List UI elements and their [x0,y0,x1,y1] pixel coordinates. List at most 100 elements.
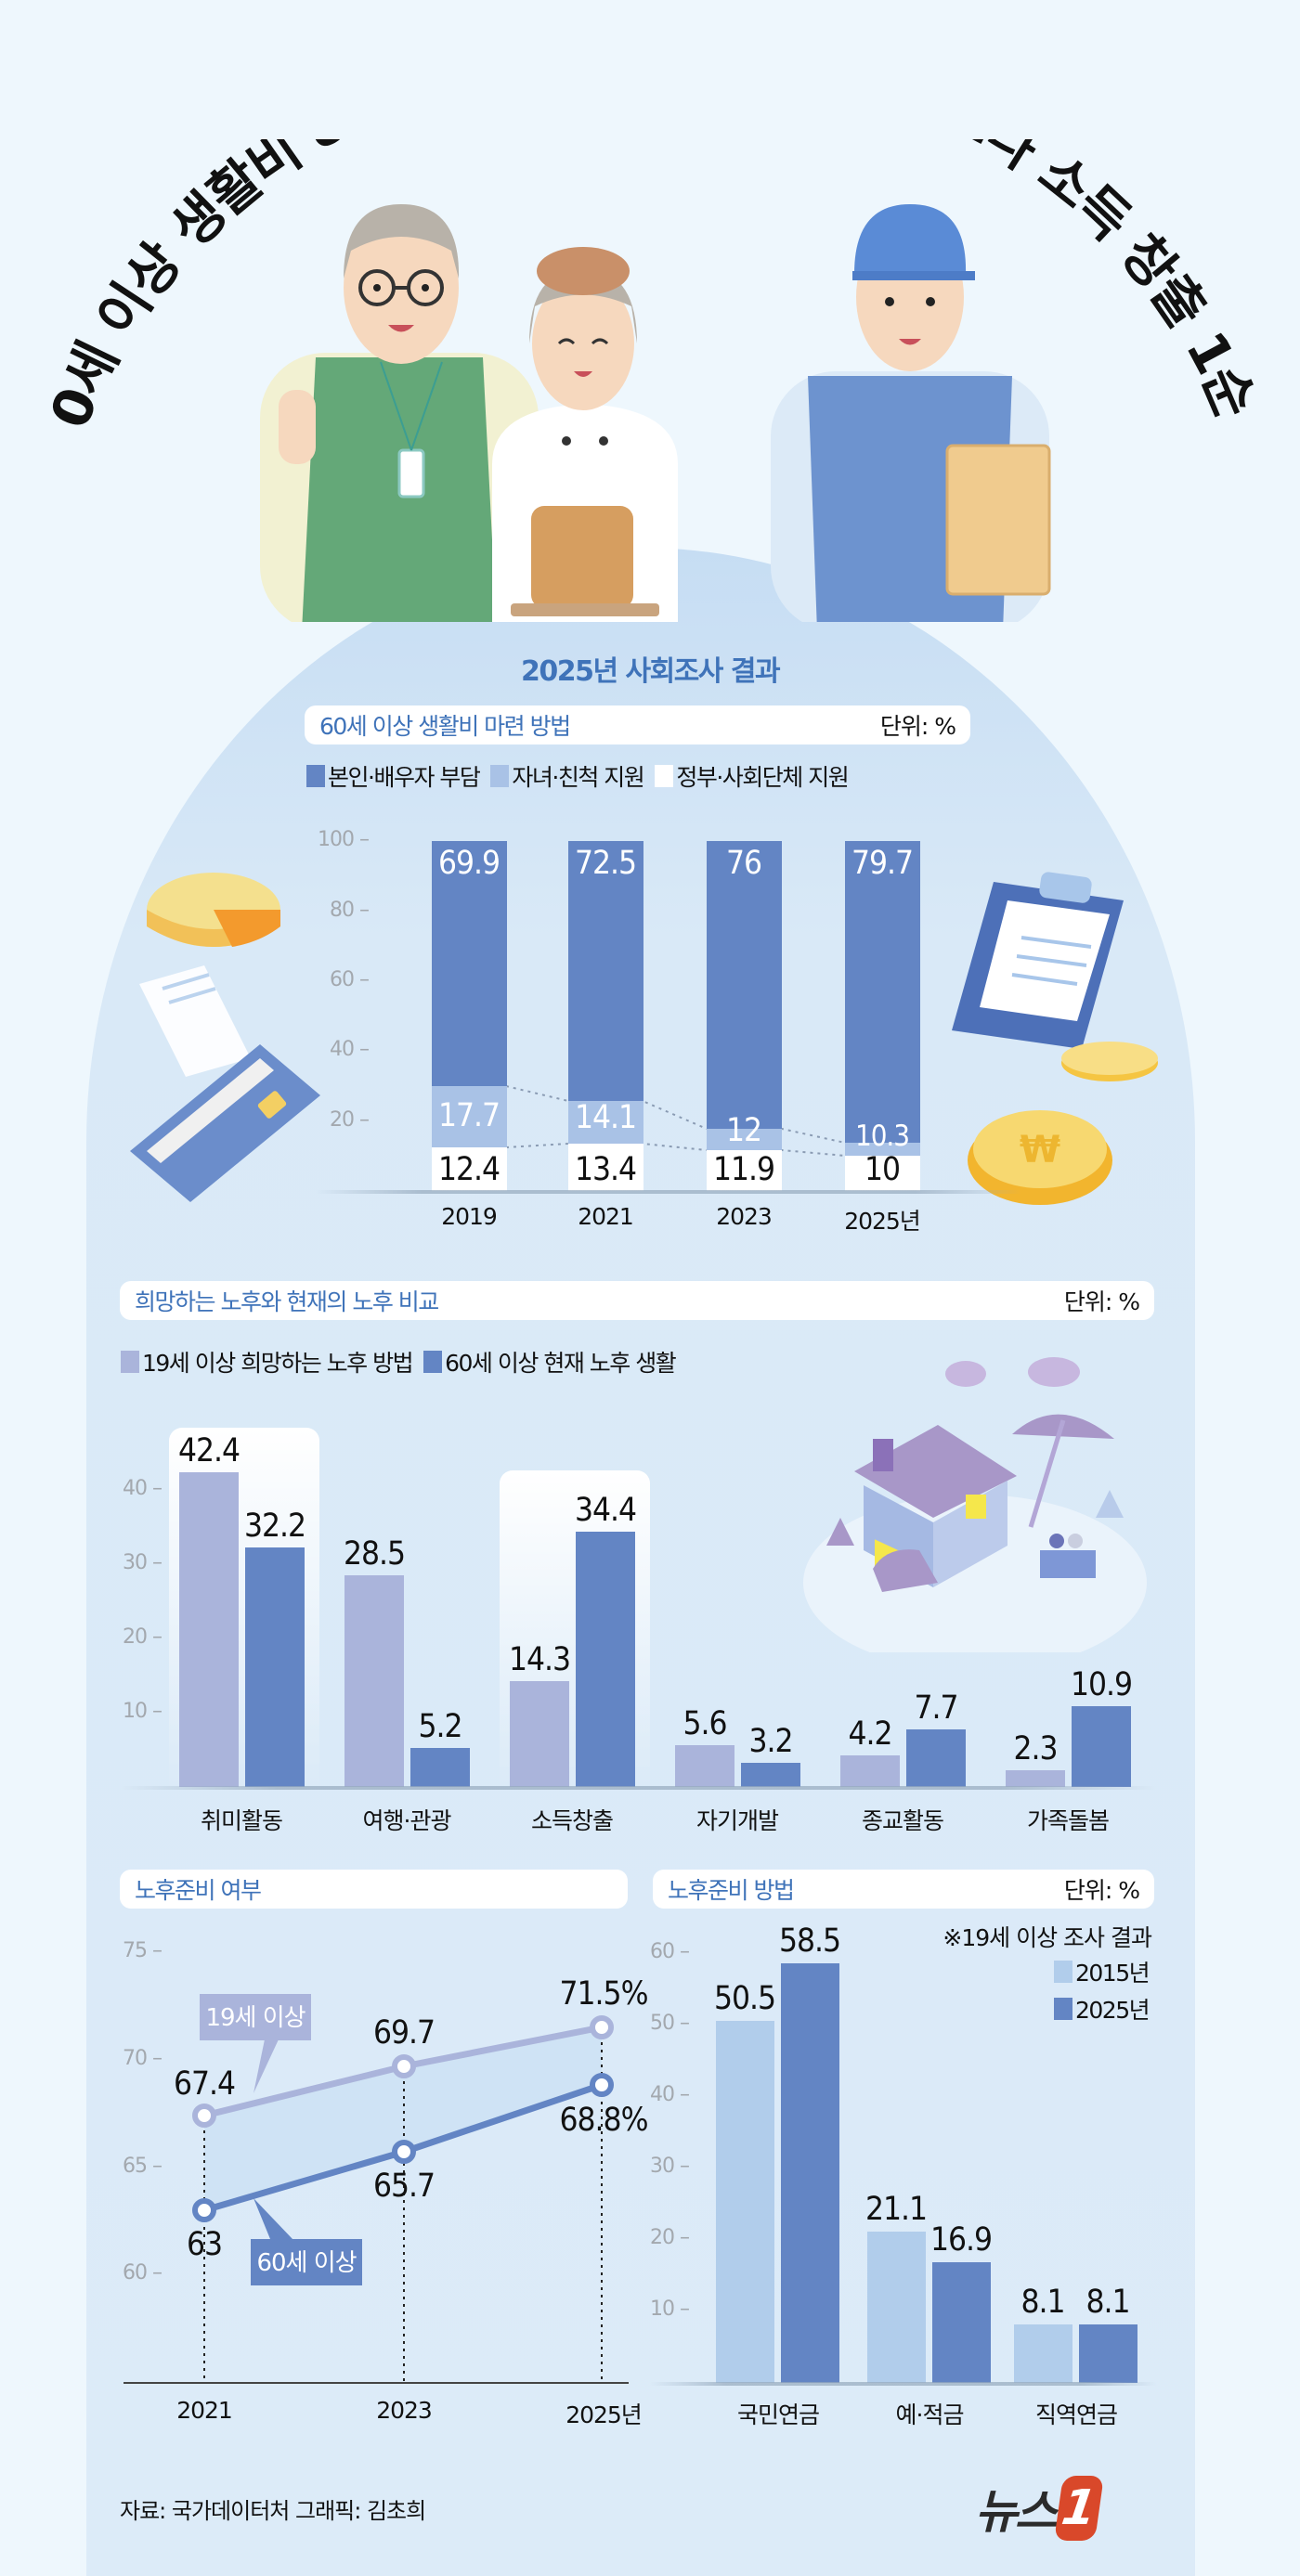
value-label: 34.4 [574,1492,637,1529]
bar-2021-self [568,841,644,1101]
y-tick: 60 [650,1940,689,1963]
bar-selfdev-hope [675,1745,734,1787]
y-tick: 100 [318,828,369,851]
legend-item: 19세 이상 희망하는 노후 방법 [121,1345,414,1379]
x-label: 취미활동 [200,1807,283,1834]
logo-text: 뉴스 [975,2485,1058,2539]
woman-baker-icon [492,247,678,622]
y-tick: 10 [650,2298,689,2321]
bar-hobby-current [245,1547,305,1787]
chart1-baseline [316,1190,1021,1194]
bar-selfdev-current [741,1763,800,1787]
y-tick: 40 [330,1038,369,1061]
callout-60-plus: 60세 이상 [251,2239,362,2285]
bar-family-current [1072,1706,1131,1787]
bar-2023-self [707,841,782,1129]
chart1-header: 60세 이상 생활비 마련 방법 단위: % [305,705,970,744]
chart4-unit: 단위: % [1063,1877,1140,1904]
value-label: 13.4 [574,1151,637,1188]
clipboard-coins-illustration: ₩ [952,872,1158,1205]
value-label: 21.1 [864,2191,928,2228]
x-label: 2025년 [844,1208,921,1235]
chart4-note: ※19세 이상 조사 결과 [942,1924,1152,1951]
value-label: 69.7 [372,2014,436,2052]
bar-religion-hope [840,1755,900,1787]
svg-text:₩: ₩ [1020,1129,1060,1171]
chart1-title: 60세 이상 생활비 마련 방법 [319,713,571,740]
value-label: 28.5 [343,1535,406,1573]
value-label: 8.1 [1020,2284,1065,2321]
bar-pension-2025 [781,1963,839,2383]
legend-item: 정부·사회단체 지원 [655,759,850,793]
chart2-unit: 단위: % [1063,1288,1140,1315]
chart2-baseline [121,1786,1156,1790]
value-label: 10.9 [1070,1666,1133,1703]
value-label: 10 [864,1151,901,1188]
house-umbrella-illustration [803,1357,1147,1652]
value-label: 4.2 [848,1715,892,1753]
bar-income-current [576,1532,635,1787]
x-label: 종교활동 [861,1807,944,1834]
value-label: 58.5 [778,1922,841,1960]
x-label: 여행·관광 [362,1807,452,1834]
chart2-legend: 19세 이상 희망하는 노후 방법 60세 이상 현재 노후 생활 [121,1345,686,1379]
chart3-title: 노후준비 여부 [135,1877,262,1904]
x-label: 예·적금 [895,2401,965,2428]
y-tick: 80 [330,899,369,922]
bar-religion-current [906,1729,966,1787]
bar-income-hope [510,1681,569,1787]
x-label: 2021 [578,1203,634,1230]
chart4-legend: 2015년 2025년 [1054,1955,1150,2026]
bar-travel-current [410,1748,470,1787]
x-label: 직역연금 [1034,2401,1118,2428]
bar-2025-gov [845,1156,920,1191]
legend-item: 2015년 [1054,1955,1150,1988]
y-tick: 40 [123,1477,162,1500]
value-label: 11.9 [712,1151,775,1188]
bar-savings-2015 [867,2232,926,2383]
value-label: 79.7 [851,845,914,882]
bar-family-hope [1006,1770,1065,1787]
pie-receipt-card-illustration [130,873,320,1202]
value-label: 12.4 [437,1151,500,1188]
bar-2019-self [432,841,507,1086]
y-tick: 70 [123,2047,162,2070]
legend-item: 2025년 [1054,1992,1150,2026]
y-tick: 60 [123,2261,162,2285]
bar-pension-2015 [716,2021,774,2383]
bar-occupational-2025 [1079,2324,1138,2383]
value-label: 12 [725,1112,762,1149]
value-label: 5.2 [418,1708,462,1745]
legend-swatch [1054,1961,1072,1983]
bar-2025-self [845,841,920,1143]
bar-travel-hope [344,1575,404,1787]
value-label: 8.1 [1086,2284,1130,2321]
chart1-legend: 본인·배우자 부담 자녀·친척 지원 정부·사회단체 지원 [306,759,859,793]
y-tick: 65 [123,2155,162,2178]
value-label: 42.4 [177,1432,240,1469]
legend-item: 본인·배우자 부담 [306,759,481,793]
value-label: 71.5% [559,1975,648,2013]
y-tick: 30 [650,2155,689,2178]
value-label: 76 [725,845,762,882]
bar-hobby-hope [179,1472,239,1787]
man-green-apron-icon [260,204,539,622]
y-tick: 10 [123,1700,162,1723]
value-label: 2.3 [1013,1730,1058,1767]
x-label: 2019 [441,1203,498,1230]
x-label: 국민연금 [736,2401,820,2428]
x-label: 2023 [716,1203,773,1230]
legend-swatch [423,1351,443,1373]
x-label: 소득창출 [530,1807,614,1834]
x-label: 가족돌봄 [1026,1807,1110,1834]
value-label: 5.6 [682,1705,727,1742]
y-tick: 20 [650,2226,689,2249]
bar-savings-2025 [932,2262,991,2383]
legend-swatch [490,765,510,787]
value-label: 14.3 [508,1641,571,1678]
logo-mark-icon: 1 [1054,2476,1104,2541]
value-label: 50.5 [713,1980,776,2017]
bar-2021-family [568,1101,644,1144]
x-label: 2023 [376,2397,433,2424]
x-label: 2025년 [566,2401,643,2428]
